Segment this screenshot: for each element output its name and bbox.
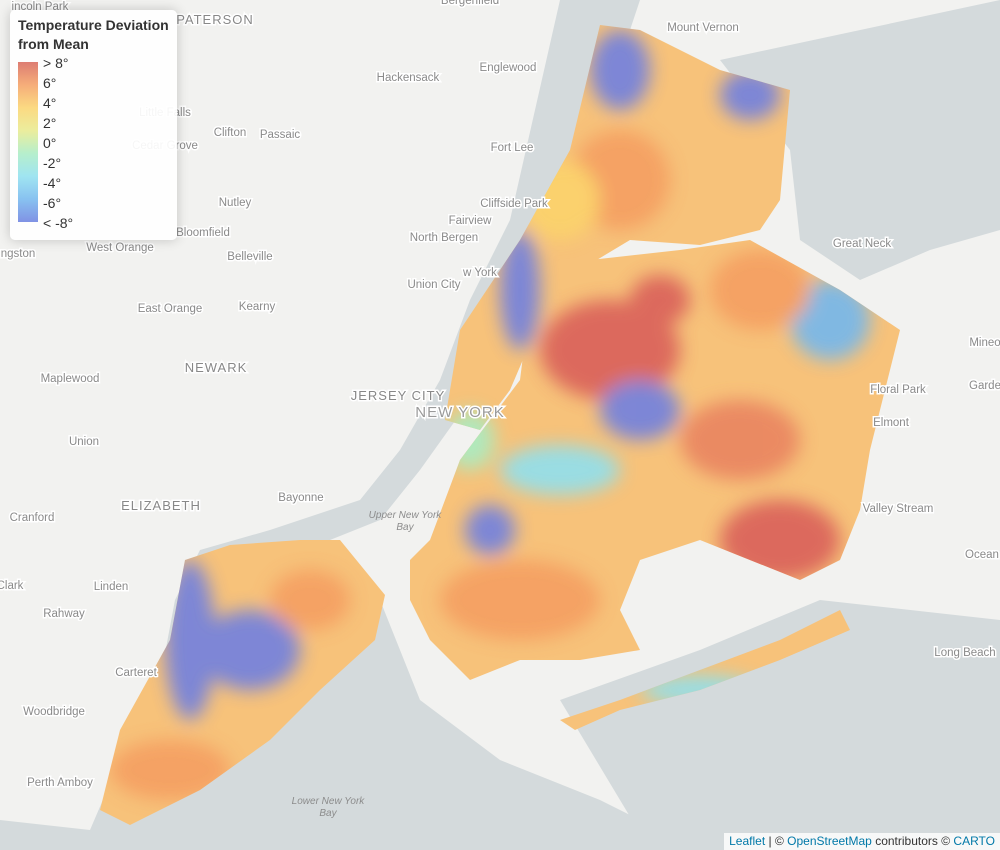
place-label: Elmont (873, 417, 910, 429)
leaflet-link[interactable]: Leaflet (729, 834, 766, 848)
legend-label: -4° (43, 175, 62, 191)
place-label: NEW YORK (415, 404, 504, 421)
place-label: Fairview (449, 215, 493, 227)
place-label: Garde (969, 380, 1000, 392)
legend-label: 4° (43, 95, 57, 111)
legend-label: > 8° (43, 55, 69, 71)
place-label: Union (69, 436, 99, 448)
legend-label: 6° (43, 75, 57, 91)
place-label: Union City (407, 279, 460, 291)
attribution: Leaflet | © OpenStreetMap contributors ©… (724, 833, 1000, 850)
place-label: PATERSON (176, 12, 254, 27)
place-label: ELIZABETH (121, 498, 201, 513)
place-label: East Orange (138, 303, 203, 315)
place-label: Cranford (10, 512, 55, 524)
place-label: Linden (94, 581, 129, 593)
place-label: Rahway (43, 608, 85, 620)
place-label: Hackensack (377, 72, 440, 84)
place-label: Woodbridge (23, 706, 85, 718)
place-label: Clark (0, 580, 24, 592)
place-label: Long Beach (934, 647, 995, 659)
legend-title: from Mean (18, 36, 89, 52)
place-label: Mineo (969, 337, 1000, 349)
legend-title: Temperature Deviation (18, 17, 169, 33)
place-label: Valley Stream (863, 503, 934, 515)
water-label: Lower New York (292, 796, 366, 807)
place-label: Mount Vernon (667, 22, 739, 34)
place-label: w York (462, 267, 497, 279)
attribution-text: | © (768, 834, 784, 848)
place-label: Nutley (219, 197, 252, 209)
place-label: Ocean (965, 549, 999, 561)
osm-link[interactable]: OpenStreetMap (787, 834, 872, 848)
place-label: Maplewood (41, 373, 100, 385)
place-label: Floral Park (870, 384, 926, 396)
place-label: ngston (1, 248, 36, 260)
water-label: Bay (319, 808, 337, 819)
place-label: Perth Amboy (27, 777, 93, 789)
place-label: North Bergen (410, 232, 478, 244)
legend: Temperature Deviation from Mean > 8° 6° 4°… (10, 10, 177, 240)
place-label: Fort Lee (491, 142, 534, 154)
legend-label: < -8° (43, 215, 74, 231)
place-label: Carteret (115, 667, 157, 679)
carto-link[interactable]: CARTO (953, 834, 995, 848)
legend-label: 2° (43, 115, 57, 131)
place-label: Cliffside Park (480, 198, 548, 210)
legend-label: -6° (43, 195, 62, 211)
place-label: Passaic (260, 129, 301, 141)
place-label: Bayonne (278, 492, 323, 504)
place-label: West Orange (86, 242, 154, 254)
attribution-text: contributors © (875, 834, 951, 848)
place-label: Belleville (227, 251, 272, 263)
place-label: Kearny (239, 301, 276, 313)
place-label: Englewood (480, 62, 537, 74)
legend-label: 0° (43, 135, 57, 151)
place-label: Bloomfield (176, 227, 230, 239)
place-label: Great Neck (833, 238, 891, 250)
place-label: Clifton (214, 127, 247, 139)
place-label: NEWARK (185, 360, 248, 375)
water-label: Upper New York (369, 510, 443, 521)
water-label: Bay (396, 522, 414, 533)
legend-gradient (18, 62, 38, 222)
place-label: JERSEY CITY (351, 388, 446, 403)
legend-label: -2° (43, 155, 62, 171)
place-label: Bergenfield (441, 0, 499, 7)
